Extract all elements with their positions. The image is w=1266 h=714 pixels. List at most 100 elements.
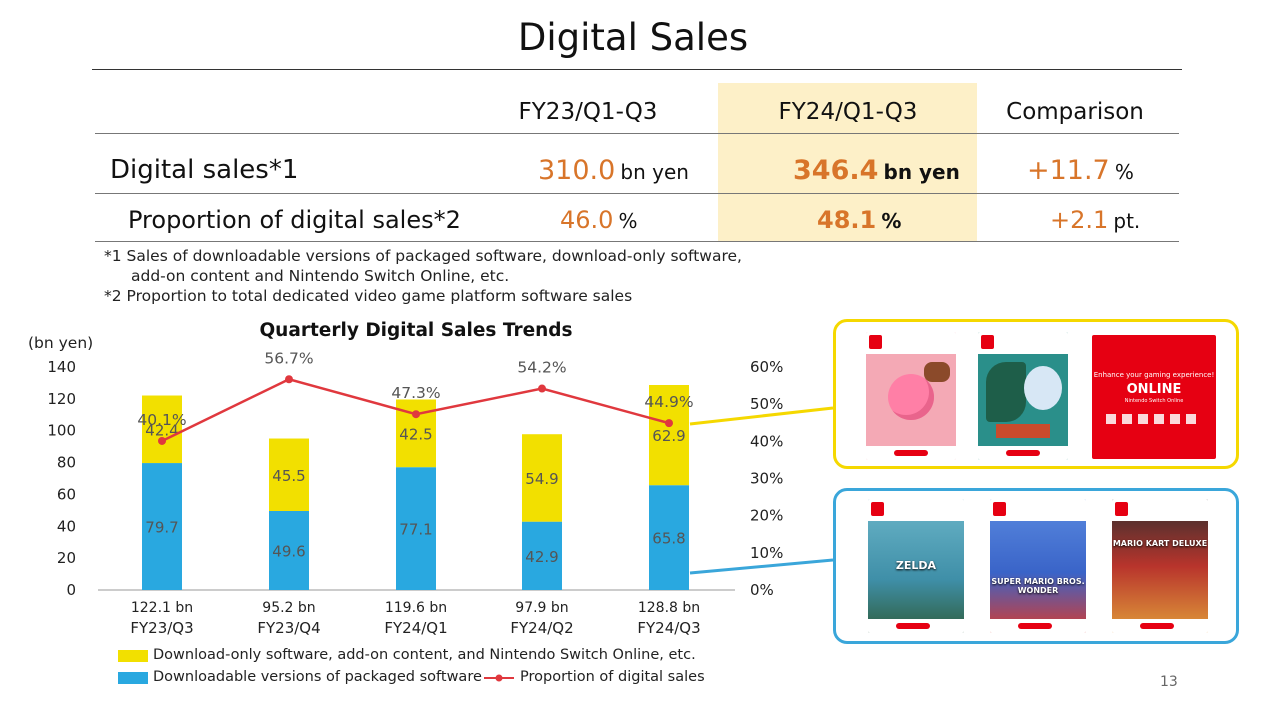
bar-total-label: 122.1 bn [131, 600, 193, 616]
row-label-digital-sales: Digital sales*1 [110, 155, 299, 185]
bar-total-label: 119.6 bn [385, 600, 447, 616]
table-divider [95, 193, 1179, 194]
download-only-examples-panel: Enhance your gaming experience! ONLINE N… [833, 319, 1239, 469]
proportion-point [665, 419, 673, 428]
legend-swatch-download-only [118, 650, 148, 662]
proportion-label: 56.7% [264, 349, 313, 367]
y2-tick-label: 40% [750, 432, 783, 450]
bar-download-only [269, 438, 309, 511]
legend-label-packaged: Downloadable versions of packaged softwa… [153, 669, 482, 685]
proportion-fy23-unit: % [618, 209, 638, 233]
bar-packaged [269, 510, 309, 590]
table-divider [95, 133, 1179, 134]
proportion-fy24-value: 48.1 [817, 206, 877, 234]
bar-packaged [396, 467, 436, 590]
x-tick-label: FY24/Q2 [510, 619, 573, 637]
packaged-examples-panel: ZELDA SUPER MARIO BROS. WONDER MARIO KAR… [833, 488, 1239, 644]
connector-top [689, 406, 834, 426]
fy24-column-highlight [718, 83, 977, 241]
digital-sales-fy24: 346.4 bn yen [793, 155, 960, 186]
digital-sales-comparison: +11.7 % [1027, 155, 1134, 186]
y-axis-label: (bn yen) [28, 334, 93, 352]
y-tick-label: 0 [66, 581, 76, 599]
nintendo-switch-online-card-icon: Enhance your gaming experience! ONLINE N… [1092, 335, 1216, 459]
digital-sales-chart: (bn yen) 0 20 40 60 80 100 120 140 0% 10% 20% 30% 40%… [28, 334, 783, 637]
header-comparison: Comparison [1006, 99, 1144, 125]
y-tick-label: 60 [57, 485, 76, 503]
data-label-packaged: 79.7 [145, 519, 178, 537]
bar-total-label: 128.8 bn [638, 600, 700, 616]
data-label-packaged: 42.9 [525, 548, 558, 566]
data-label-download-only: 42.4 [145, 421, 178, 439]
x-tick-label: FY23/Q3 [130, 619, 193, 637]
x-tick-label: FY24/Q1 [384, 619, 447, 637]
proportion-fy24-unit: % [881, 209, 902, 233]
bar-download-only [522, 434, 562, 522]
y2-tick-label: 20% [750, 507, 783, 525]
proportion-fy24: 48.1 % [817, 206, 901, 234]
proportion-fy23-value: 46.0 [560, 206, 614, 234]
mario-wonder-card-label: SUPER MARIO BROS. WONDER [991, 577, 1085, 595]
table-divider [95, 241, 1179, 242]
digital-sales-fy23-value: 310.0 [538, 155, 616, 186]
legend-swatch-packaged [118, 672, 148, 684]
y2-tick-label: 30% [750, 470, 783, 488]
proportion-point [538, 384, 546, 393]
bar-packaged [142, 463, 182, 590]
chart-title: Quarterly Digital Sales Trends [259, 320, 573, 341]
y-tick-label: 40 [57, 517, 76, 535]
proportion-comparison-value: +2.1 [1050, 206, 1109, 234]
data-label-download-only: 45.5 [272, 467, 305, 485]
legend-label-proportion: Proportion of digital sales [520, 669, 705, 685]
proportion-point [158, 436, 166, 445]
header-fy24: FY24/Q1-Q3 [778, 99, 918, 125]
page-number: 13 [1160, 674, 1178, 690]
legend-label-download-only: Download-only software, add-on content, … [153, 647, 696, 663]
proportion-label: 44.9% [644, 393, 693, 411]
bar-packaged [522, 521, 562, 590]
digital-sales-fy23: 310.0 bn yen [538, 155, 689, 186]
digital-sales-fy23-unit: bn yen [620, 160, 689, 184]
bar-packaged [649, 485, 689, 590]
x-tick-label: FY23/Q4 [257, 619, 320, 637]
digital-sales-fy24-unit: bn yen [883, 160, 960, 184]
digital-sales-fy24-value: 346.4 [793, 155, 879, 186]
digital-sales-comparison-unit: % [1114, 160, 1134, 184]
kirby-dream-buffet-card-icon [866, 332, 956, 460]
mario-kart-card-label: MARIO KART DELUXE [1112, 539, 1208, 548]
header-fy23: FY23/Q1-Q3 [518, 99, 658, 125]
digital-sales-comparison-value: +11.7 [1027, 155, 1110, 186]
y2-tick-label: 0% [750, 581, 774, 599]
footnote-1: *1 Sales of downloadable versions of pac… [104, 247, 742, 265]
y-tick-label: 80 [57, 454, 76, 472]
proportion-label: 47.3% [391, 384, 440, 402]
proportion-comparison: +2.1 pt. [1050, 206, 1140, 234]
bar-total-label: 95.2 bn [262, 600, 315, 616]
y2-tick-label: 50% [750, 395, 783, 413]
data-label-packaged: 49.6 [272, 542, 305, 560]
bar-total-label: 97.9 bn [515, 600, 568, 616]
proportion-fy23: 46.0 % [560, 206, 638, 234]
proportion-label: 40.1% [137, 411, 186, 429]
proportion-label: 54.2% [517, 359, 566, 377]
y-tick-label: 120 [47, 390, 76, 408]
pokemon-dlc-card-icon [978, 332, 1068, 460]
title-divider [92, 69, 1182, 70]
y-tick-label: 140 [47, 358, 76, 376]
proportion-comparison-unit: pt. [1113, 209, 1141, 233]
data-label-download-only: 62.9 [652, 427, 685, 445]
proportion-point [285, 375, 293, 384]
y2-tick-label: 60% [750, 358, 783, 376]
y2-tick-label: 10% [750, 544, 783, 562]
page-title: Digital Sales [517, 16, 749, 59]
online-card-sub: Nintendo Switch Online [1124, 398, 1184, 404]
proportion-point [412, 410, 420, 419]
mario-wonder-card-icon: SUPER MARIO BROS. WONDER [990, 499, 1086, 633]
data-label-download-only: 54.9 [525, 470, 558, 488]
data-label-download-only: 42.5 [399, 425, 432, 443]
footnote-1-cont: add-on content and Nintendo Switch Onlin… [131, 267, 510, 285]
y-tick-label: 100 [47, 422, 76, 440]
legend-line-proportion-icon [484, 674, 514, 682]
x-tick-label: FY24/Q3 [637, 619, 700, 637]
data-label-packaged: 65.8 [652, 530, 685, 548]
